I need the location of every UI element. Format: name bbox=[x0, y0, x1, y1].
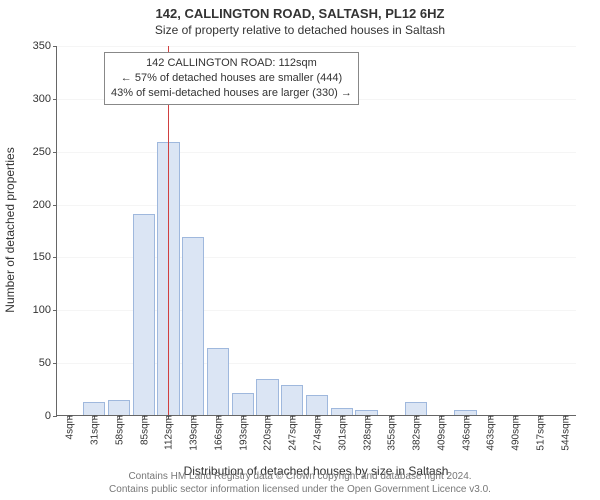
xtick-label: 517sqm bbox=[533, 415, 546, 451]
gridline bbox=[57, 46, 576, 47]
gridline bbox=[57, 152, 576, 153]
histogram-bar bbox=[207, 348, 229, 415]
footer-line-2: Contains public sector information licen… bbox=[0, 483, 600, 496]
ytick-label: 100 bbox=[33, 304, 57, 316]
ytick-label: 300 bbox=[33, 93, 57, 105]
xtick-label: 247sqm bbox=[286, 415, 299, 451]
ytick-label: 150 bbox=[33, 251, 57, 263]
histogram-bar bbox=[454, 410, 476, 415]
xtick-label: 301sqm bbox=[335, 415, 348, 451]
xtick-label: 328sqm bbox=[360, 415, 373, 451]
xtick-label: 139sqm bbox=[187, 415, 200, 451]
histogram-bar bbox=[232, 393, 254, 415]
xtick-label: 58sqm bbox=[112, 415, 125, 445]
xtick-label: 490sqm bbox=[509, 415, 522, 451]
xtick-label: 4sqm bbox=[63, 415, 76, 439]
xtick-label: 193sqm bbox=[236, 415, 249, 451]
xtick-label: 112sqm bbox=[162, 415, 175, 450]
ytick-label: 0 bbox=[45, 410, 57, 422]
page-subtitle: Size of property relative to detached ho… bbox=[0, 21, 600, 39]
annotation-box: 142 CALLINGTON ROAD: 112sqm← 57% of deta… bbox=[104, 52, 359, 105]
annotation-line: 43% of semi-detached houses are larger (… bbox=[111, 86, 352, 101]
annotation-line: ← 57% of detached houses are smaller (44… bbox=[111, 71, 352, 86]
histogram-bar bbox=[182, 237, 204, 415]
xtick-label: 274sqm bbox=[311, 415, 324, 451]
ytick-label: 250 bbox=[33, 146, 57, 158]
histogram-bar bbox=[355, 410, 377, 415]
xtick-label: 409sqm bbox=[434, 415, 447, 451]
ytick-label: 350 bbox=[33, 40, 57, 52]
chart-container: 142, CALLINGTON ROAD, SALTASH, PL12 6HZ … bbox=[0, 0, 600, 500]
histogram-bar bbox=[256, 379, 278, 415]
xtick-label: 436sqm bbox=[459, 415, 472, 451]
xtick-label: 166sqm bbox=[211, 415, 224, 451]
xtick-label: 355sqm bbox=[385, 415, 398, 451]
xtick-label: 544sqm bbox=[558, 415, 571, 451]
xtick-label: 220sqm bbox=[261, 415, 274, 451]
y-axis-title: Number of detached properties bbox=[3, 65, 17, 230]
footer-attribution: Contains HM Land Registry data © Crown c… bbox=[0, 470, 600, 496]
histogram-bar bbox=[281, 385, 303, 415]
histogram-bar bbox=[306, 395, 328, 415]
histogram-bar bbox=[331, 408, 353, 415]
histogram-bar bbox=[133, 214, 155, 415]
xtick-label: 382sqm bbox=[410, 415, 423, 451]
plot-wrap: 0501001502002503003504sqm31sqm58sqm85sqm… bbox=[56, 46, 576, 416]
histogram-bar bbox=[108, 400, 130, 415]
annotation-line: 142 CALLINGTON ROAD: 112sqm bbox=[111, 56, 352, 71]
page-title: 142, CALLINGTON ROAD, SALTASH, PL12 6HZ bbox=[0, 0, 600, 21]
xtick-label: 463sqm bbox=[484, 415, 497, 451]
histogram-bar bbox=[405, 402, 427, 415]
histogram-bar bbox=[83, 402, 105, 415]
ytick-label: 50 bbox=[39, 357, 57, 369]
ytick-label: 200 bbox=[33, 199, 57, 211]
gridline bbox=[57, 205, 576, 206]
footer-line-1: Contains HM Land Registry data © Crown c… bbox=[0, 470, 600, 483]
xtick-label: 31sqm bbox=[88, 415, 101, 445]
xtick-label: 85sqm bbox=[137, 415, 150, 445]
